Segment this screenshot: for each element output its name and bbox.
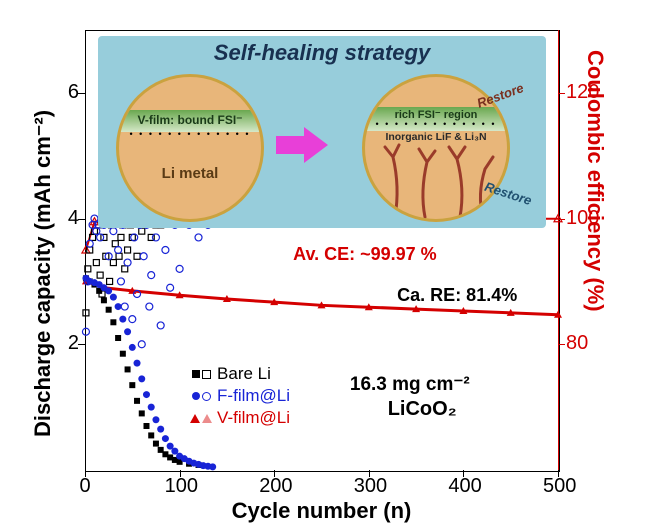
legend-item: V-film@Li [189, 407, 290, 429]
annotation-ca-re: Ca. RE: 81.4% [397, 285, 517, 306]
schematic-inset: Self-healing strategy V-film: bound FSI⁻… [98, 36, 546, 228]
y-left-tick-label: 2 [55, 332, 79, 355]
legend-item: F-film@Li [189, 385, 290, 407]
y-right-tick-label: 80 [566, 332, 588, 355]
x-tick-label: 500 [543, 475, 573, 498]
x-tick-label: 100 [165, 475, 195, 498]
y-right-tick-label: 120 [566, 81, 599, 104]
y-left-tick-label: 4 [55, 207, 79, 230]
annotation-av-ce: Av. CE: ~99.97 % [293, 244, 437, 265]
transform-arrow [276, 127, 328, 163]
x-axis-label: Cycle number (n) [85, 498, 558, 524]
annotation-loading: 16.3 mg cm⁻² [350, 373, 470, 396]
left-sphere-dots: • • • • • • • • • • • • • [127, 129, 253, 139]
left-sphere: V-film: bound FSI⁻ • • • • • • • • • • •… [116, 74, 264, 222]
left-sphere-core-label: Li metal [119, 165, 261, 182]
y-axis-left-label: Discharge capacity (mAh cm⁻²) [30, 110, 56, 437]
legend-item: Bare Li [189, 363, 290, 385]
x-tick-label: 300 [354, 475, 384, 498]
x-tick-label: 200 [259, 475, 289, 498]
left-sphere-film-label: V-film: bound FSI⁻ [119, 113, 261, 127]
inset-title: Self-healing strategy [98, 40, 546, 66]
x-tick-label: 400 [448, 475, 478, 498]
annotation-cathode: LiCoO₂ [388, 398, 457, 421]
y-left-tick-label: 6 [55, 81, 79, 104]
legend: Bare LiF-film@LiV-film@Li [189, 363, 290, 429]
x-tick-label: 0 [70, 475, 100, 498]
y-right-tick-label: 100 [566, 207, 599, 230]
